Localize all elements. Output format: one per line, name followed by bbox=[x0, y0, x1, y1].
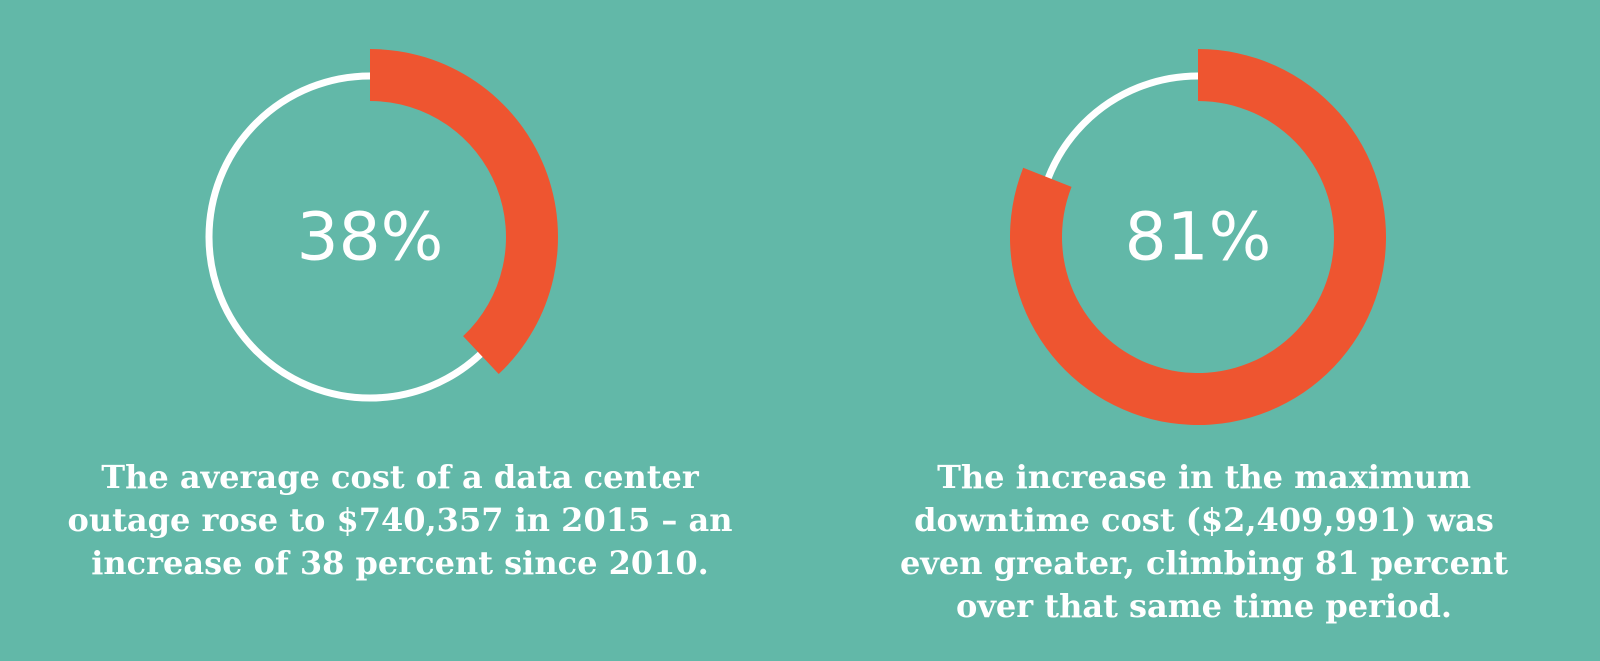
caption-line: outage rose to $740,357 in 2015 – an bbox=[67, 501, 733, 539]
donut-chart-right: 81% bbox=[1009, 49, 1386, 425]
donut-chart-left: 38% bbox=[205, 49, 558, 402]
donut-value-arc bbox=[370, 49, 558, 375]
caption-left: The average cost of a data center outage… bbox=[40, 456, 760, 585]
donut-center-label: 38% bbox=[297, 199, 444, 276]
caption-line: The average cost of a data center bbox=[101, 458, 699, 496]
caption-line: even greater, climbing 81 percent bbox=[899, 544, 1509, 582]
donut-center-label: 81% bbox=[1125, 199, 1272, 276]
caption-line: over that same time period. bbox=[955, 587, 1452, 625]
caption-line: The increase in the maximum bbox=[937, 458, 1471, 496]
caption-line: downtime cost ($2,409,991) was bbox=[914, 501, 1494, 539]
caption-right: The increase in the maximum downtime cos… bbox=[844, 456, 1564, 628]
caption-line: increase of 38 percent since 2010. bbox=[91, 544, 709, 582]
